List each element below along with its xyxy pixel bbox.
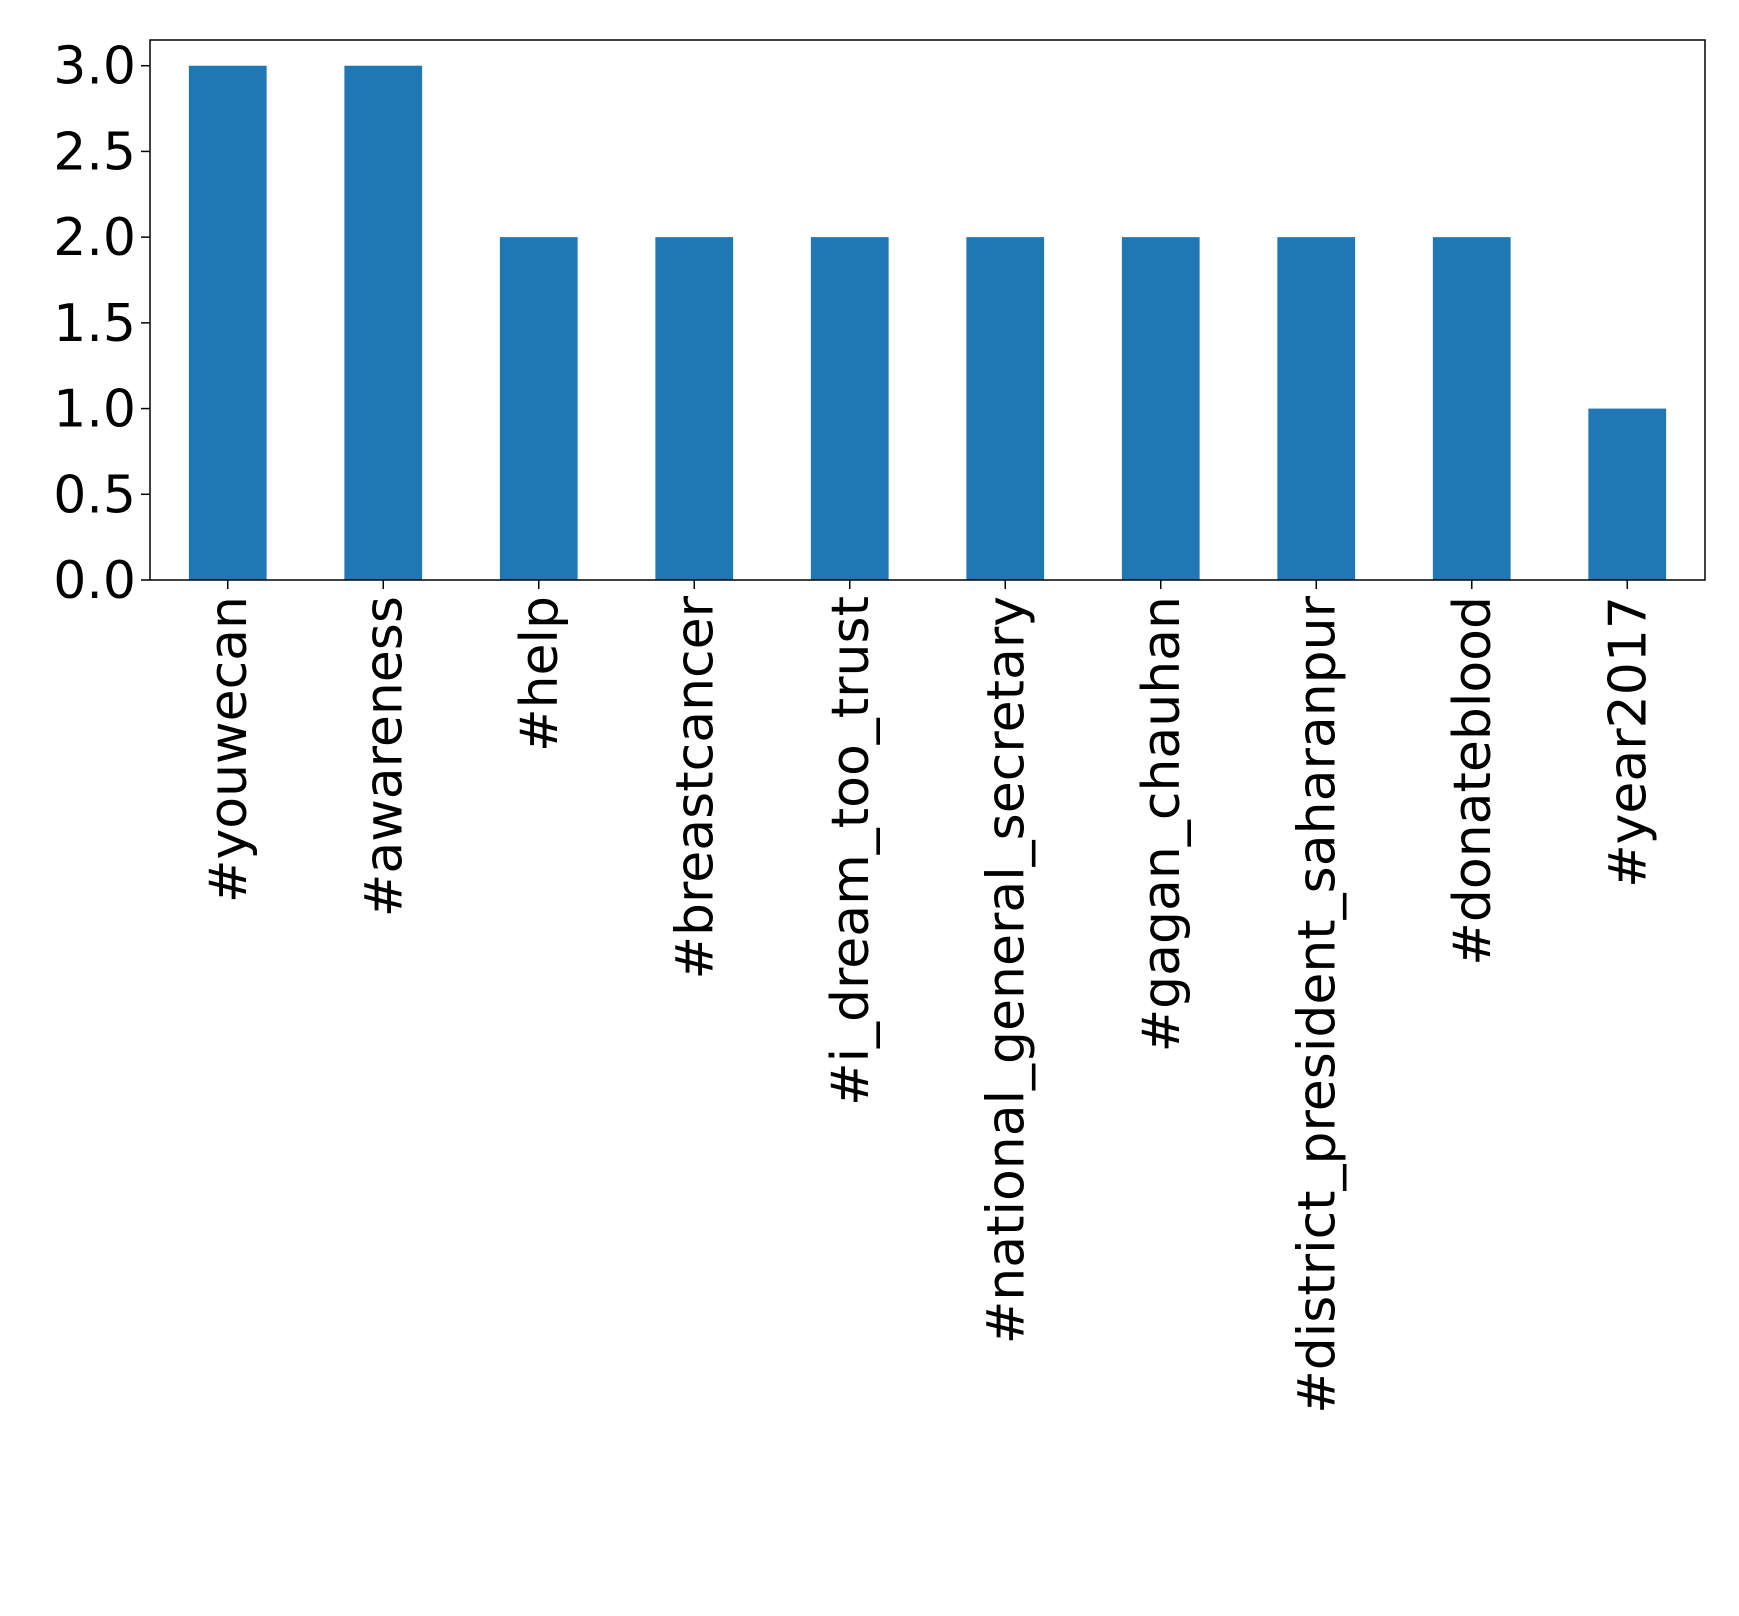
bar-7 [1277, 237, 1356, 580]
x-tick-label-5: #national_general_secretary [976, 596, 1036, 1344]
bar-9 [1588, 408, 1667, 580]
bar-1 [344, 65, 423, 580]
x-tick-label-1: #awareness [354, 596, 414, 917]
y-tick-label-1: 0.5 [53, 465, 136, 525]
bar-2 [499, 237, 578, 580]
bar-3 [655, 237, 734, 580]
y-axis: 0.0 0.5 1.0 1.5 2.0 2.5 3.0 [53, 37, 150, 611]
x-axis: #youwecan #awareness #help #breastcancer #i_… [199, 580, 1658, 1414]
x-tick-label-0: #youwecan [199, 596, 259, 903]
x-tick-label-2: #help [510, 596, 570, 752]
x-tick-label-8: #donateblood [1443, 596, 1503, 966]
y-tick-label-2: 1.0 [53, 380, 136, 440]
bars-layer [188, 65, 1667, 580]
y-tick-label-5: 2.5 [53, 122, 136, 182]
y-tick-label-3: 1.5 [53, 294, 136, 354]
y-tick-label-6: 3.0 [53, 37, 136, 97]
x-tick-label-7: #district_president_saharanpur [1287, 595, 1347, 1413]
bar-5 [966, 237, 1045, 580]
bar-6 [1121, 237, 1200, 580]
x-tick-label-9: #year2017 [1598, 596, 1658, 888]
x-tick-label-6: #gagan_chauhan [1132, 596, 1192, 1052]
y-tick-label-0: 0.0 [53, 551, 136, 611]
x-tick-label-3: #breastcancer [665, 595, 725, 979]
plot-frame [149, 39, 1706, 581]
bar-0 [188, 65, 267, 580]
bar-8 [1432, 237, 1511, 580]
y-tick-label-4: 2.0 [53, 208, 136, 268]
bar-4 [810, 237, 889, 580]
x-tick-label-4: #i_dream_too_trust [821, 596, 881, 1106]
